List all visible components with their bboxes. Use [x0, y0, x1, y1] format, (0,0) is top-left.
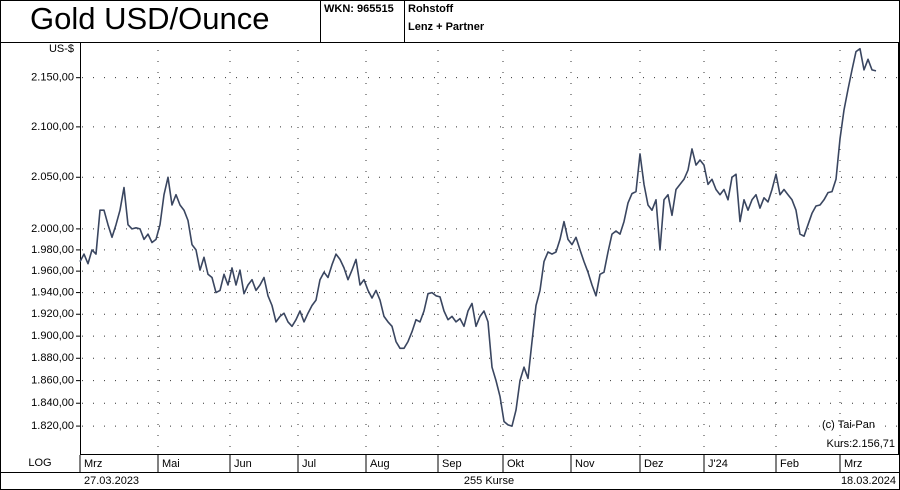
x-tick-label: Okt — [507, 458, 524, 470]
x-tick-label: Mrz — [844, 458, 862, 470]
scale-label: LOG — [28, 457, 51, 469]
plot-frame — [80, 42, 899, 455]
y-tick-label: 1.880,00 — [31, 352, 74, 364]
x-tick-label: Mai — [162, 458, 180, 470]
x-tick-label: Sep — [442, 458, 462, 470]
y-tick-label: 2.150,00 — [31, 72, 74, 84]
y-tick-label: 2.100,00 — [31, 121, 74, 133]
price-line — [79, 47, 877, 427]
y-tick-label: 1.820,00 — [31, 420, 74, 432]
y-tick-label: 1.840,00 — [31, 397, 74, 409]
last-price: Kurs:2.156,71 — [827, 438, 896, 450]
y-tick-label: 1.980,00 — [31, 244, 74, 256]
y-tick-label: 1.900,00 — [31, 330, 74, 342]
x-tick-label: Feb — [780, 458, 799, 470]
x-tick-label: Dez — [644, 458, 664, 470]
category: Rohstoff — [408, 3, 454, 15]
end-date: 18.03.2024 — [841, 475, 896, 487]
x-tick-label: Mrz — [84, 458, 102, 470]
y-tick-label: 2.050,00 — [31, 171, 74, 183]
x-tick-label: Jul — [302, 458, 316, 470]
y-tick-label: 2.000,00 — [31, 223, 74, 235]
count-label: 255 Kurse — [464, 475, 514, 487]
y-tick-label: 1.860,00 — [31, 375, 74, 387]
chart-title: Gold USD/Ounce — [30, 1, 270, 36]
copyright: (c) Tai-Pan — [822, 419, 875, 431]
x-tick-label: Jun — [234, 458, 252, 470]
source: Lenz + Partner — [408, 21, 485, 33]
y-axis-label: US-$ — [49, 43, 74, 55]
start-date: 27.03.2023 — [84, 475, 139, 487]
y-tick-label: 1.920,00 — [31, 308, 74, 320]
wkn: WKN: 965515 — [324, 3, 394, 15]
y-tick-label: 1.960,00 — [31, 265, 74, 277]
x-tick-label: Aug — [370, 458, 390, 470]
y-tick-label: 1.940,00 — [31, 286, 74, 298]
x-tick-label: J'24 — [708, 458, 728, 470]
x-tick-label: Nov — [575, 458, 595, 470]
